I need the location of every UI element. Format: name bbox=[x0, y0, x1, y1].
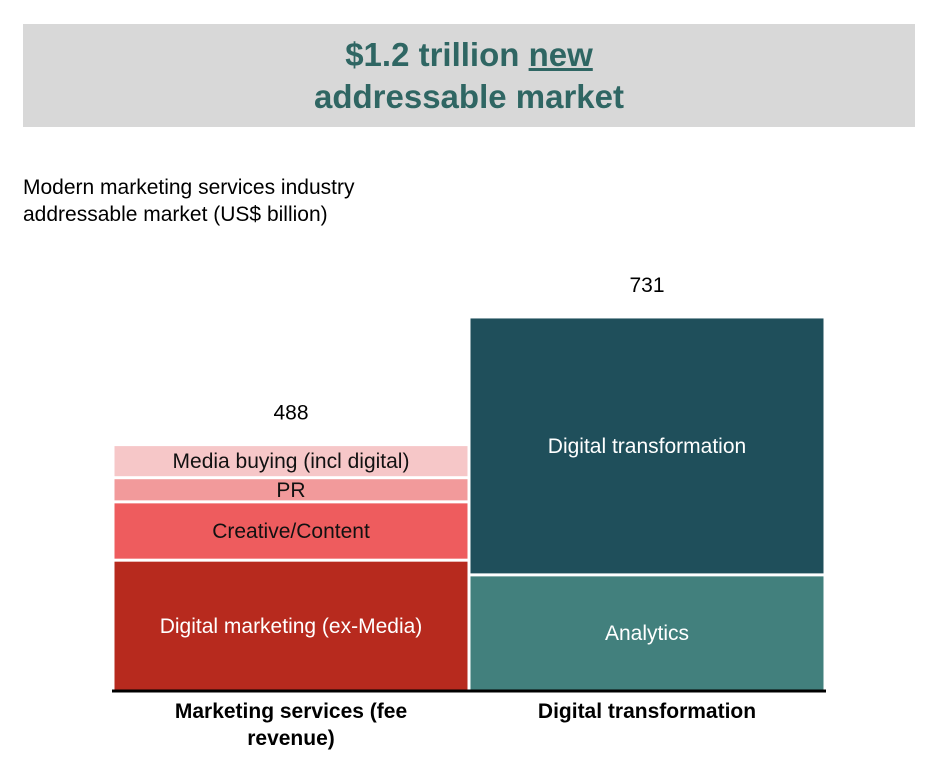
chart-subtitle: Modern marketing services industry addre… bbox=[23, 174, 354, 228]
total-label-digital-transformation: 731 bbox=[629, 274, 664, 297]
chart-subtitle-line-2: addressable market (US$ billion) bbox=[23, 203, 328, 226]
headline-line-1: $1.2 trillion new bbox=[23, 34, 915, 76]
category-label-digital-transformation: Digital transformation bbox=[469, 698, 825, 725]
headline-banner: $1.2 trillion new addressable market bbox=[23, 24, 915, 127]
bar-segment-media-buying-incl-digital bbox=[114, 446, 468, 477]
category-label-marketing-line-2: revenue) bbox=[247, 727, 335, 750]
bar-segment-analytics bbox=[470, 576, 824, 690]
segment-label-creative-content: Creative/Content bbox=[212, 520, 370, 543]
bar-segment-digital-marketing-ex-media bbox=[114, 561, 468, 690]
category-label-marketing-services: Marketing services (fee revenue) bbox=[113, 698, 469, 752]
bar-segment-digital-transformation bbox=[470, 318, 824, 574]
segment-label-analytics: Analytics bbox=[605, 622, 689, 645]
bar-segment-pr bbox=[114, 479, 468, 501]
chart-subtitle-line-1: Modern marketing services industry bbox=[23, 176, 355, 199]
segment-label-digital-transformation: Digital transformation bbox=[548, 435, 746, 458]
category-label-digital-line-1: Digital transformation bbox=[537, 700, 757, 723]
segment-label-pr: PR bbox=[276, 479, 305, 502]
headline-underlined-word: new bbox=[528, 36, 593, 73]
total-label-marketing-services-fee-revenue: 488 bbox=[273, 402, 308, 425]
bar-segment-creative-content bbox=[114, 503, 468, 559]
headline-line-2: addressable market bbox=[313, 78, 624, 115]
segment-label-media-buying-incl-digital: Media buying (incl digital) bbox=[173, 450, 410, 473]
category-label-marketing-line-1: Marketing services (fee bbox=[174, 700, 408, 723]
segment-label-digital-marketing-ex-media: Digital marketing (ex-Media) bbox=[160, 615, 423, 638]
headline-prefix: $1.2 trillion bbox=[345, 36, 529, 73]
